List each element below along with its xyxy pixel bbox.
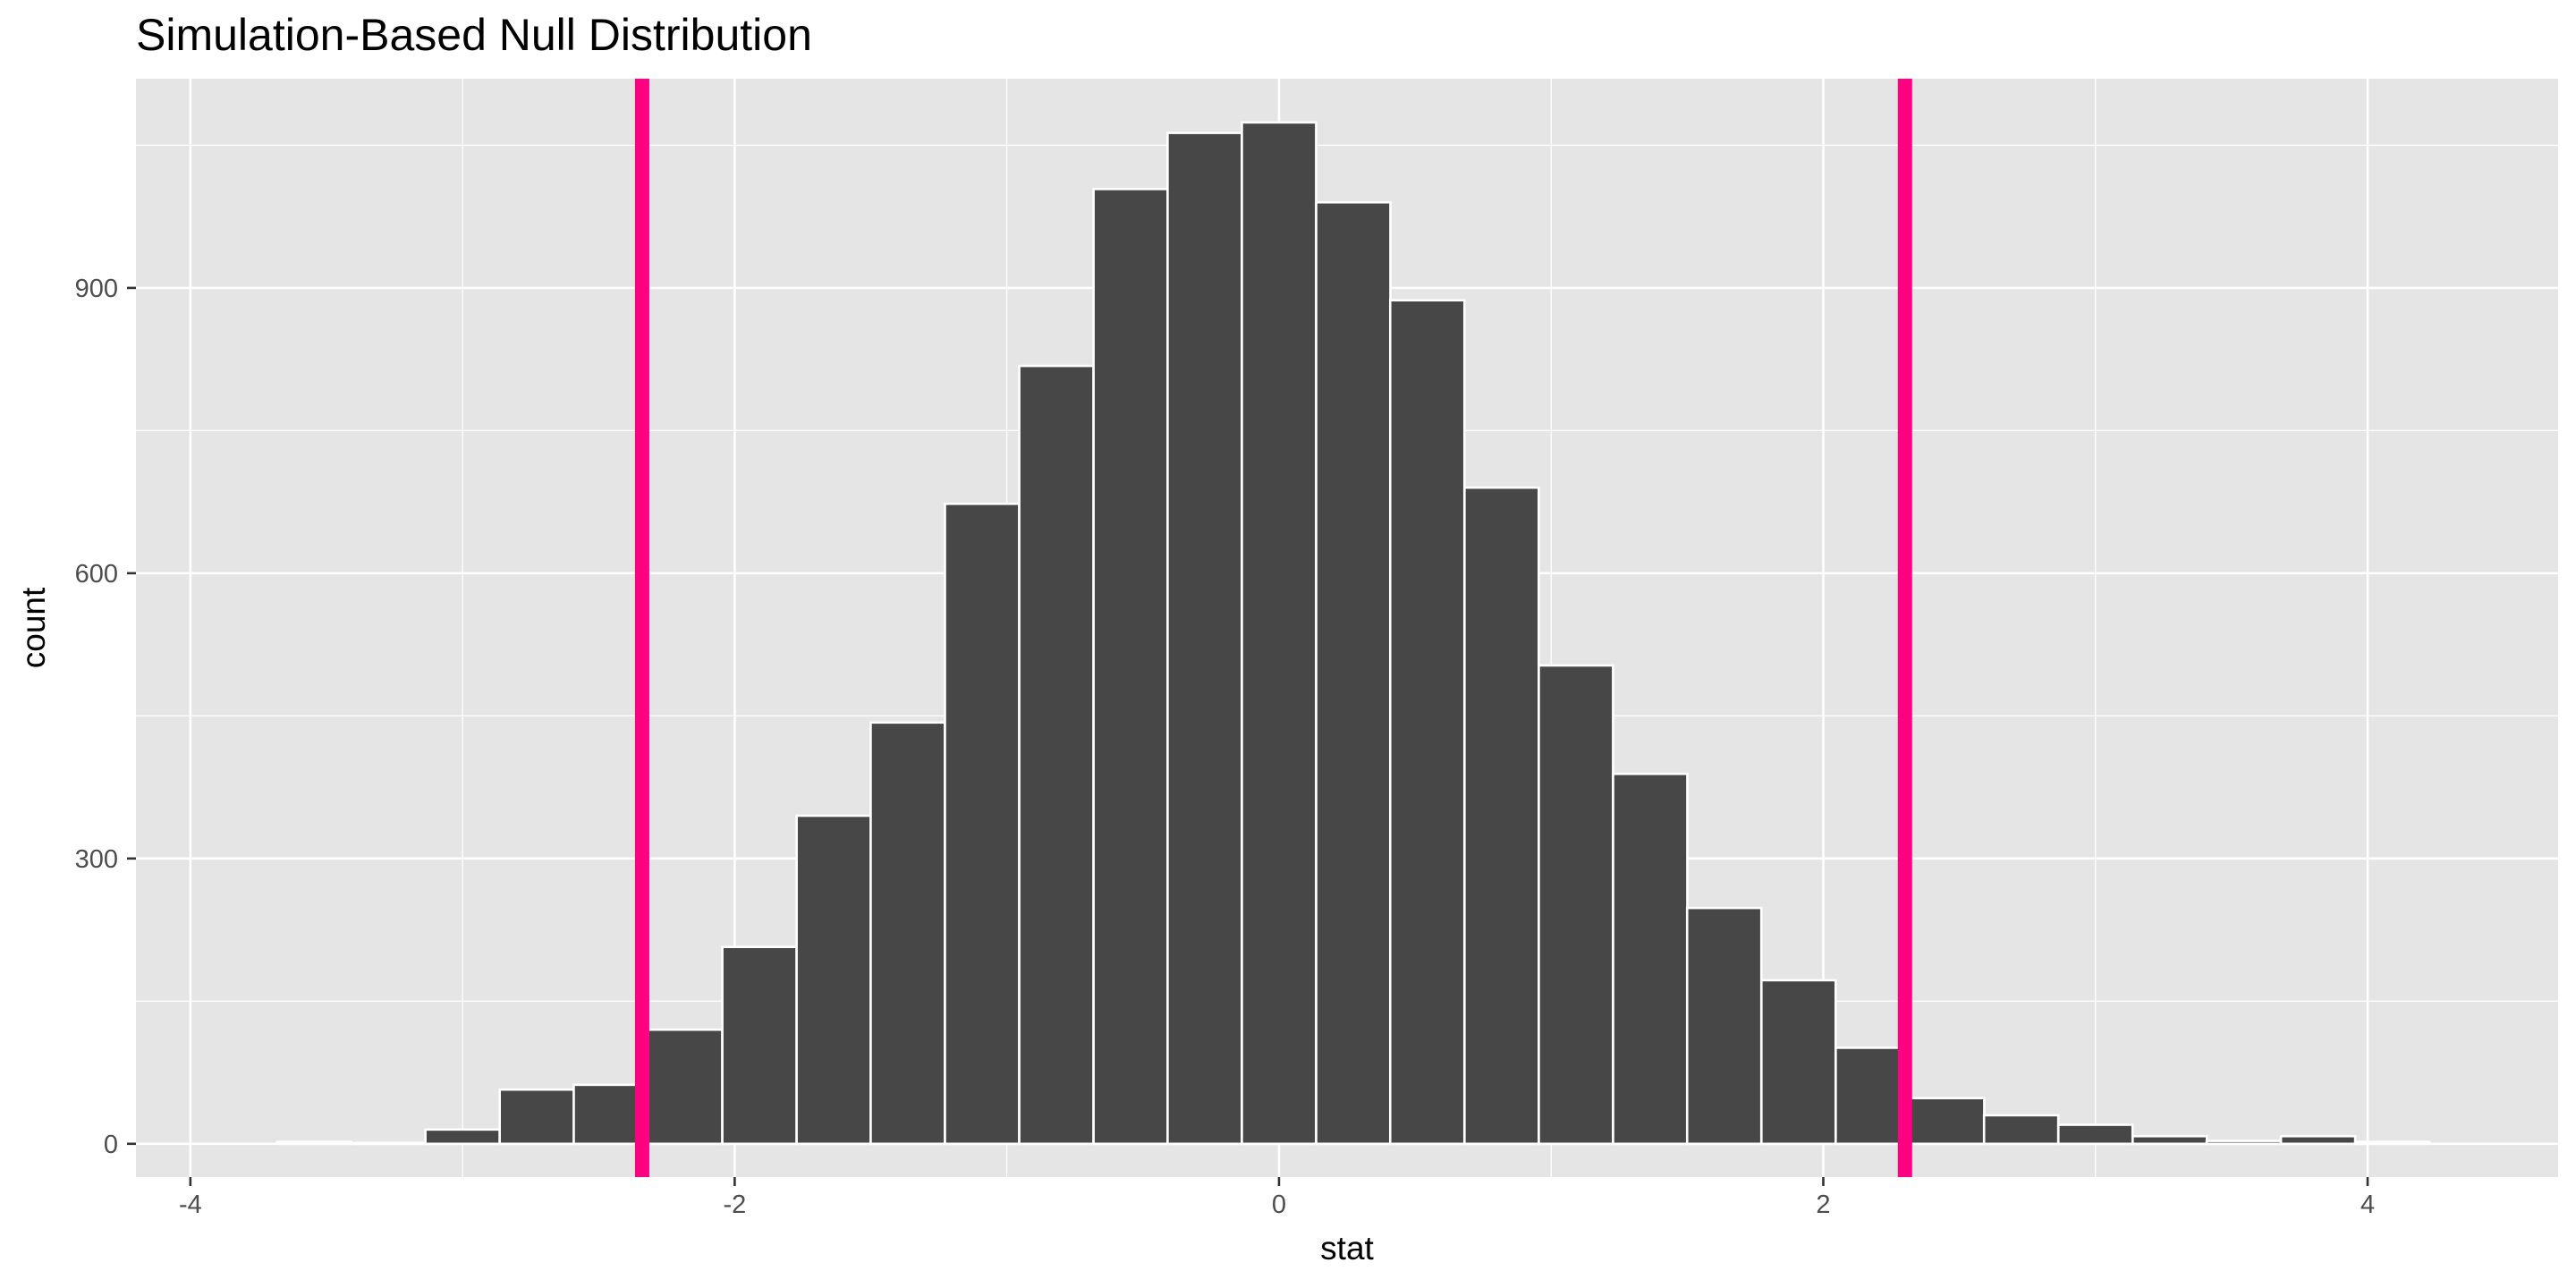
y-axis-title: count <box>15 587 52 668</box>
histogram-bar <box>1092 188 1169 1146</box>
histogram-bar <box>1909 1097 1986 1146</box>
x-tick-label: -4 <box>179 1191 202 1219</box>
histogram-bar <box>1463 486 1540 1146</box>
x-tick-label: 2 <box>1816 1191 1830 1219</box>
y-tick-label: 300 <box>75 845 118 874</box>
chart-title: Simulation-Based Null Distribution <box>136 10 812 60</box>
histogram-bar <box>2056 1123 2134 1146</box>
histogram-bar <box>1388 299 1466 1146</box>
histogram-bar <box>1538 664 1614 1146</box>
y-tick-label: 600 <box>75 560 118 589</box>
x-tick-label: 4 <box>2360 1191 2375 1219</box>
histogram-bar <box>2279 1134 2357 1146</box>
y-tick-label: 0 <box>104 1131 118 1159</box>
histogram-bar <box>2205 1140 2283 1146</box>
histogram-bar <box>1835 1046 1911 1146</box>
histogram-bar <box>424 1128 501 1146</box>
histogram-bar <box>350 1141 427 1146</box>
histogram-bar <box>1241 121 1318 1146</box>
histogram-bars <box>275 121 2431 1146</box>
histogram-bar <box>1166 131 1243 1146</box>
histogram-bar <box>647 1028 724 1146</box>
histogram-bar <box>944 502 1021 1146</box>
x-axis-title: stat <box>1320 1230 1374 1267</box>
histogram-bar <box>498 1088 575 1146</box>
histogram-bar <box>1018 364 1095 1146</box>
reference-lines <box>634 79 1912 1177</box>
histogram-bar <box>1759 979 1837 1146</box>
histogram-bar <box>275 1140 353 1146</box>
histogram-bar <box>869 721 946 1146</box>
x-tick-label: 0 <box>1272 1191 1286 1219</box>
y-tick-label: 900 <box>75 275 118 303</box>
histogram-bar <box>795 814 872 1146</box>
axes: -4 -2 0 2 4 0 300 600 900 <box>75 275 2375 1219</box>
histogram-bar <box>1685 906 1763 1146</box>
histogram-bar <box>2131 1134 2208 1146</box>
histogram-bar <box>721 945 798 1146</box>
histogram-bar <box>2353 1140 2431 1146</box>
histogram-bar <box>1982 1114 2060 1146</box>
histogram-bar <box>1612 772 1689 1146</box>
x-tick-label: -2 <box>723 1191 746 1219</box>
histogram-bar <box>1315 200 1392 1146</box>
